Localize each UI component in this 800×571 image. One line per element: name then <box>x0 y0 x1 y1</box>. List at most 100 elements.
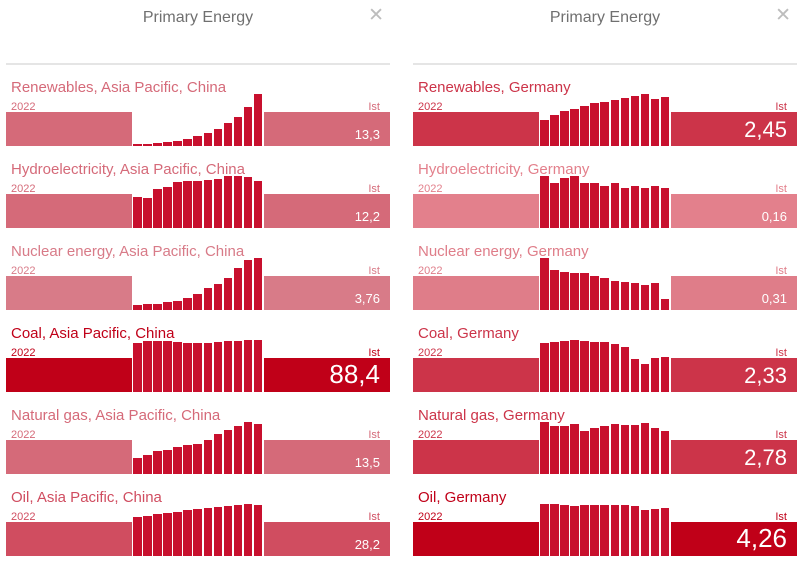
kpi-tile[interactable]: Nuclear energy, Asia Pacific, China 2022 I… <box>6 243 390 325</box>
tile-value: 13,3 <box>354 127 380 142</box>
spark-bar <box>173 511 182 556</box>
tile-value: 4,26 <box>736 523 787 553</box>
tile-value-block: 13,5 <box>264 440 390 474</box>
spark-bar <box>223 341 233 392</box>
spark-bar <box>590 428 599 474</box>
tile-value: 0,16 <box>761 209 787 224</box>
spark-bar <box>660 97 670 146</box>
spark-bar <box>233 426 243 474</box>
panel-right: Primary Energy ✕ Renewables, Germany 2022… <box>413 0 797 570</box>
spark-bar <box>630 96 640 146</box>
spark-bar <box>173 446 182 474</box>
tile-year: 2022 <box>11 511 36 523</box>
spark-bar <box>550 504 559 556</box>
kpi-tile[interactable]: Natural gas, Germany 2022 Ist 2,78 <box>413 407 797 489</box>
kpi-tile[interactable]: Nuclear energy, Germany 2022 Ist 0,31 <box>413 243 797 325</box>
spark-bar <box>203 288 213 310</box>
close-icon[interactable]: ✕ <box>775 5 791 26</box>
spark-bar <box>610 343 620 392</box>
spark-bar <box>203 440 213 474</box>
tile-status: Ist <box>775 429 787 441</box>
kpi-tile[interactable]: Oil, Germany 2022 Ist 4,26 <box>413 489 797 571</box>
spark-bar <box>650 509 660 556</box>
spark-bar <box>213 433 223 474</box>
spark-bar <box>233 116 243 146</box>
tile-label: Coal, Asia Pacific, China <box>11 325 175 342</box>
tile-label: Hydroelectricity, Germany <box>418 161 590 178</box>
spark-bar <box>173 181 182 228</box>
spark-bar <box>133 342 142 392</box>
spark-bar <box>193 180 203 228</box>
tile-value-block: 28,2 <box>264 522 390 556</box>
close-icon[interactable]: ✕ <box>368 5 384 26</box>
tile-value: 2,45 <box>744 117 787 142</box>
kpi-tile[interactable]: Renewables, Asia Pacific, China 2022 Ist 13… <box>6 79 390 161</box>
kpi-tile[interactable]: Hydroelectricity, Asia Pacific, China 202… <box>6 161 390 243</box>
tile-color-block <box>6 194 132 228</box>
spark-bar <box>590 103 599 146</box>
spark-bar <box>620 504 630 556</box>
tile-label: Natural gas, Asia Pacific, China <box>11 407 221 424</box>
tile-year: 2022 <box>418 265 443 277</box>
tile-value-block: 88,4 <box>264 358 390 392</box>
spark-bar <box>153 514 162 556</box>
kpi-tile[interactable]: Coal, Germany 2022 Ist 2,33 <box>413 325 797 407</box>
spark-bar <box>600 185 610 228</box>
spark-bar <box>610 424 620 474</box>
spark-bar <box>620 425 630 474</box>
tile-sparkbars <box>540 407 671 474</box>
spark-bar <box>193 342 203 392</box>
spark-bar <box>203 132 213 146</box>
spark-bar <box>620 281 630 310</box>
spark-bar <box>550 115 559 146</box>
spark-bar <box>133 458 142 474</box>
spark-bar <box>590 276 599 310</box>
spark-bar <box>223 505 233 556</box>
spark-bar <box>163 186 172 228</box>
tile-value-block: 13,3 <box>264 112 390 146</box>
spark-bar <box>223 429 233 474</box>
spark-bar <box>570 176 579 228</box>
spark-bar <box>153 341 162 392</box>
tile-color-block <box>6 276 132 310</box>
spark-bar <box>610 99 620 146</box>
spark-bar <box>550 341 559 392</box>
spark-bar <box>630 425 640 474</box>
tile-sparkbars <box>133 79 264 146</box>
kpi-tile[interactable]: Natural gas, Asia Pacific, China 2022 Ist 1… <box>6 407 390 489</box>
spark-bar <box>183 342 192 392</box>
spark-bar <box>600 102 610 146</box>
kpi-tile[interactable]: Renewables, Germany 2022 Ist 2,45 <box>413 79 797 161</box>
tile-color-block <box>6 522 132 556</box>
tile-sparkbars <box>133 325 264 392</box>
spark-bar <box>640 188 650 228</box>
tile-year: 2022 <box>11 265 36 277</box>
kpi-tile[interactable]: Hydroelectricity, Germany 2022 Ist 0,16 <box>413 161 797 243</box>
panel-title: Primary Energy <box>549 9 661 26</box>
tile-color-block <box>413 112 539 146</box>
spark-bar <box>610 504 620 556</box>
spark-bar <box>570 272 579 310</box>
tile-year: 2022 <box>11 347 36 359</box>
tile-sparkbars <box>540 79 671 146</box>
spark-bar <box>253 423 263 474</box>
spark-bar <box>223 123 233 146</box>
spark-bar <box>540 120 549 146</box>
spark-bar <box>183 138 192 146</box>
tile-value: 13,5 <box>354 455 380 470</box>
tile-value-block: 2,45 <box>671 112 797 146</box>
spark-bar <box>600 278 610 310</box>
spark-bar <box>133 196 142 228</box>
spark-bar <box>233 504 243 556</box>
kpi-tile[interactable]: Coal, Asia Pacific, China 2022 Ist 88,4 <box>6 325 390 407</box>
tile-year: 2022 <box>418 183 443 195</box>
spark-bar <box>660 431 670 474</box>
spark-bar <box>133 305 142 310</box>
spark-bar <box>630 282 640 310</box>
kpi-tile[interactable]: Oil, Asia Pacific, China 2022 Ist 28,2 <box>6 489 390 571</box>
spark-bar <box>193 136 203 146</box>
spark-bar <box>660 188 670 228</box>
panel-divider <box>6 63 390 65</box>
tile-status: Ist <box>368 511 380 523</box>
tile-status: Ist <box>368 183 380 195</box>
